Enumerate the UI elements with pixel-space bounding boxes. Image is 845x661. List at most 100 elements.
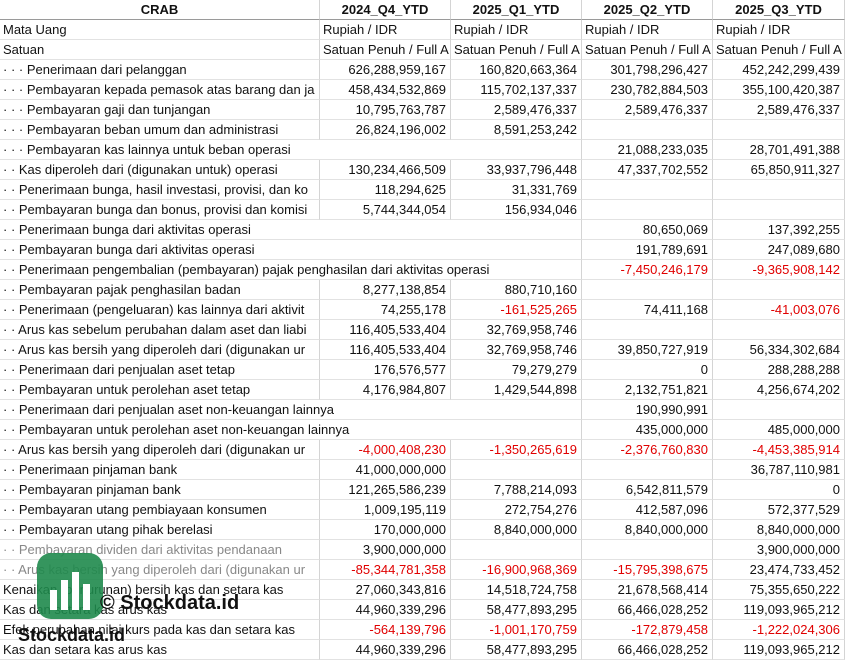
value-cell: 2,132,751,821 bbox=[582, 380, 713, 400]
value-cell: 355,100,420,387 bbox=[713, 80, 845, 100]
row-label: · · Arus kas bersih yang diperoleh dari … bbox=[0, 440, 320, 460]
value-cell: 8,591,253,242 bbox=[451, 120, 582, 140]
value-cell: 3,900,000,000 bbox=[713, 540, 845, 560]
empty-cell bbox=[713, 180, 845, 200]
value-cell: -2,376,760,830 bbox=[582, 440, 713, 460]
value-cell: -41,003,076 bbox=[713, 300, 845, 320]
value-cell: 66,466,028,252 bbox=[582, 600, 713, 620]
value-cell: 137,392,255 bbox=[713, 220, 845, 240]
value-cell: 190,990,991 bbox=[582, 400, 713, 420]
row-label: · · Arus kas bersih yang diperoleh dari … bbox=[0, 560, 320, 580]
value-cell: 458,434,532,869 bbox=[320, 80, 451, 100]
unit-cell: Satuan Penuh / Full A bbox=[582, 40, 713, 60]
value-cell: 115,702,137,337 bbox=[451, 80, 582, 100]
value-cell: 26,824,196,002 bbox=[320, 120, 451, 140]
value-cell: 116,405,533,404 bbox=[320, 320, 451, 340]
value-cell: 435,000,000 bbox=[582, 420, 713, 440]
value-cell: -1,350,265,619 bbox=[451, 440, 582, 460]
row-label: · · · Penerimaan dari pelanggan bbox=[0, 60, 320, 80]
row-label: · · Penerimaan pinjaman bank bbox=[0, 460, 320, 480]
empty-cell bbox=[582, 320, 713, 340]
value-cell: 130,234,466,509 bbox=[320, 160, 451, 180]
value-cell: 36,787,110,981 bbox=[713, 460, 845, 480]
row-label: · · Pembayaran dividen dari aktivitas pe… bbox=[0, 540, 320, 560]
value-cell: -16,900,968,369 bbox=[451, 560, 582, 580]
value-cell: 80,650,069 bbox=[582, 220, 713, 240]
value-cell: 58,477,893,295 bbox=[451, 640, 582, 660]
value-cell: 21,088,233,035 bbox=[582, 140, 713, 160]
value-cell: 79,279,279 bbox=[451, 360, 582, 380]
empty-cell bbox=[713, 320, 845, 340]
value-cell: 10,795,763,787 bbox=[320, 100, 451, 120]
value-cell: 27,060,343,816 bbox=[320, 580, 451, 600]
row-label: · · Pembayaran utang pihak berelasi bbox=[0, 520, 320, 540]
value-cell: 272,754,276 bbox=[451, 500, 582, 520]
value-cell: 21,678,568,414 bbox=[582, 580, 713, 600]
value-cell: 6,542,811,579 bbox=[582, 480, 713, 500]
value-cell: 0 bbox=[713, 480, 845, 500]
empty-cell bbox=[451, 540, 582, 560]
value-cell: 121,265,586,239 bbox=[320, 480, 451, 500]
value-cell: -161,525,265 bbox=[451, 300, 582, 320]
value-cell: 2,589,476,337 bbox=[451, 100, 582, 120]
value-cell: 572,377,529 bbox=[713, 500, 845, 520]
row-label: · · Pembayaran bunga dan bonus, provisi … bbox=[0, 200, 320, 220]
empty-cell bbox=[582, 120, 713, 140]
value-cell: -1,222,024,306 bbox=[713, 620, 845, 640]
value-cell: 626,288,959,167 bbox=[320, 60, 451, 80]
value-cell: 41,000,000,000 bbox=[320, 460, 451, 480]
value-cell: 1,429,544,898 bbox=[451, 380, 582, 400]
row-label: · · Pembayaran bunga dari aktivitas oper… bbox=[0, 240, 582, 260]
row-label: · · Penerimaan bunga, hasil investasi, p… bbox=[0, 180, 320, 200]
value-cell: 4,176,984,807 bbox=[320, 380, 451, 400]
value-cell: 23,474,733,452 bbox=[713, 560, 845, 580]
row-label: Mata Uang bbox=[0, 20, 320, 40]
value-cell: 412,587,096 bbox=[582, 500, 713, 520]
value-cell: 880,710,160 bbox=[451, 280, 582, 300]
row-label: · · Kas diperoleh dari (digunakan untuk)… bbox=[0, 160, 320, 180]
value-cell: -4,000,408,230 bbox=[320, 440, 451, 460]
value-cell: 3,900,000,000 bbox=[320, 540, 451, 560]
value-cell: 32,769,958,746 bbox=[451, 340, 582, 360]
value-cell: 31,331,769 bbox=[451, 180, 582, 200]
value-cell: 118,294,625 bbox=[320, 180, 451, 200]
row-label: Kenaikan (penurunan) bersih kas dan seta… bbox=[0, 580, 320, 600]
value-cell: 28,701,491,388 bbox=[713, 140, 845, 160]
value-cell: 44,960,339,296 bbox=[320, 600, 451, 620]
value-cell: 14,518,724,758 bbox=[451, 580, 582, 600]
empty-cell bbox=[451, 460, 582, 480]
row-label: · · Pembayaran untuk perolehan aset non-… bbox=[0, 420, 582, 440]
value-cell: -564,139,796 bbox=[320, 620, 451, 640]
value-cell: 8,840,000,000 bbox=[713, 520, 845, 540]
unit-cell: Rupiah / IDR bbox=[451, 20, 582, 40]
row-label: · · Arus kas sebelum perubahan dalam ase… bbox=[0, 320, 320, 340]
value-cell: 8,840,000,000 bbox=[451, 520, 582, 540]
value-cell: 485,000,000 bbox=[713, 420, 845, 440]
unit-cell: Satuan Penuh / Full A bbox=[320, 40, 451, 60]
value-cell: 2,589,476,337 bbox=[713, 100, 845, 120]
value-cell: 119,093,965,212 bbox=[713, 640, 845, 660]
empty-cell bbox=[713, 120, 845, 140]
value-cell: 301,798,296,427 bbox=[582, 60, 713, 80]
header-period: 2025_Q3_YTD bbox=[713, 0, 845, 20]
empty-cell bbox=[713, 280, 845, 300]
value-cell: 0 bbox=[582, 360, 713, 380]
value-cell: 65,850,911,327 bbox=[713, 160, 845, 180]
value-cell: 39,850,727,919 bbox=[582, 340, 713, 360]
row-label: Satuan bbox=[0, 40, 320, 60]
value-cell: 8,277,138,854 bbox=[320, 280, 451, 300]
header-period: 2024_Q4_YTD bbox=[320, 0, 451, 20]
unit-cell: Satuan Penuh / Full A bbox=[713, 40, 845, 60]
value-cell: 170,000,000 bbox=[320, 520, 451, 540]
value-cell: -172,879,458 bbox=[582, 620, 713, 640]
row-label: · · Pembayaran pinjaman bank bbox=[0, 480, 320, 500]
row-label: Efek perubahan nilai kurs pada kas dan s… bbox=[0, 620, 320, 640]
value-cell: 119,093,965,212 bbox=[713, 600, 845, 620]
unit-cell: Satuan Penuh / Full A bbox=[451, 40, 582, 60]
value-cell: 160,820,663,364 bbox=[451, 60, 582, 80]
value-cell: 5,744,344,054 bbox=[320, 200, 451, 220]
row-label: · · Penerimaan pengembalian (pembayaran)… bbox=[0, 260, 582, 280]
empty-cell bbox=[582, 280, 713, 300]
value-cell: 2,589,476,337 bbox=[582, 100, 713, 120]
value-cell: 176,576,577 bbox=[320, 360, 451, 380]
